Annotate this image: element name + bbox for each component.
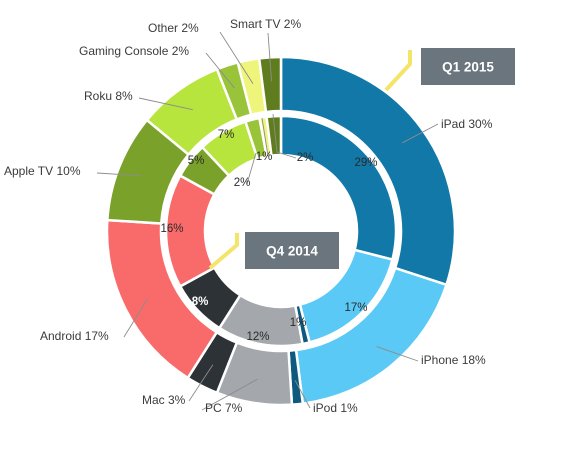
inner-label-mac: 8%	[192, 296, 209, 308]
outer-label-android: Android 17%	[40, 329, 109, 343]
callout-q1-2015: Q1 2015	[384, 48, 515, 92]
inner-label-android: 16%	[160, 223, 183, 235]
inner-label-roku: 7%	[218, 129, 235, 141]
inner-label-pc: 12%	[246, 331, 269, 343]
leader-line-apple-tv	[96, 172, 142, 177]
leader-line-gaming-console	[205, 52, 235, 89]
inner-leader-line-smart-tv	[272, 113, 297, 159]
callout-q1-text: Q1 2015	[442, 60, 494, 75]
inner-leader-line-gaming-console	[246, 152, 257, 185]
outer-label-apple-tv: Apple TV 10%	[4, 164, 81, 178]
inner-label-ipod: 1%	[290, 317, 307, 329]
leader-line-smart-tv	[267, 32, 273, 82]
outer-label-ipod: iPod 1%	[313, 401, 358, 415]
inner-label-other: 1%	[256, 151, 273, 163]
outer-slice-smart-tv	[257, 55, 283, 114]
inner-label-apple-tv: 5%	[188, 155, 205, 167]
inner-ring	[164, 114, 398, 348]
inner-slice-smart-tv	[265, 114, 283, 157]
outer-label-roku: Roku 8%	[84, 89, 133, 103]
leader-line-iphone	[376, 346, 419, 362]
leader-line-roku	[138, 97, 193, 111]
callout-q1-box	[421, 48, 515, 85]
outer-label-smart-tv: Smart TV 2%	[230, 17, 301, 31]
outer-label-pc: PC 7%	[205, 401, 243, 415]
leader-line-pc	[201, 378, 258, 411]
inner-label-gaming-console: 2%	[234, 177, 251, 189]
outer-label-iphone: iPhone 18%	[421, 353, 486, 367]
leader-line-ipad	[402, 123, 439, 144]
outer-label-gaming-console: Gaming Console 2%	[79, 44, 189, 58]
callout-q4-text: Q4 2014	[266, 244, 318, 259]
leader-line-android	[123, 298, 148, 338]
leader-line-mac	[188, 364, 214, 402]
inner-leader-line-other	[261, 117, 269, 157]
outer-ring	[105, 55, 457, 407]
leader-line-other	[219, 31, 254, 84]
callout-q4-box	[245, 232, 339, 269]
outer-label-ipad: iPad 30%	[441, 117, 493, 131]
outer-label-other: Other 2%	[148, 21, 199, 35]
inner-label-smart-tv: 2%	[297, 152, 314, 164]
inner-label-ipad: 29%	[354, 157, 377, 169]
callout-q4-pointer	[208, 233, 239, 270]
callout-q4-2014: Q4 2014	[208, 232, 339, 270]
inner-ring-labels: 29% 17% 1% 12% 8% 16% 5% 7% 2% 1% 2%	[160, 129, 377, 343]
leader-lines	[96, 31, 439, 411]
inner-label-iphone: 17%	[344, 302, 367, 314]
outer-slice-ipad	[279, 55, 457, 287]
leader-line-ipod	[294, 380, 311, 409]
outer-ring-labels: iPad 30% iPhone 18% iPod 1% PC 7% Mac 3% Andr…	[4, 17, 493, 415]
outer-label-mac: Mac 3%	[142, 393, 186, 407]
callout-q1-pointer	[384, 50, 412, 92]
